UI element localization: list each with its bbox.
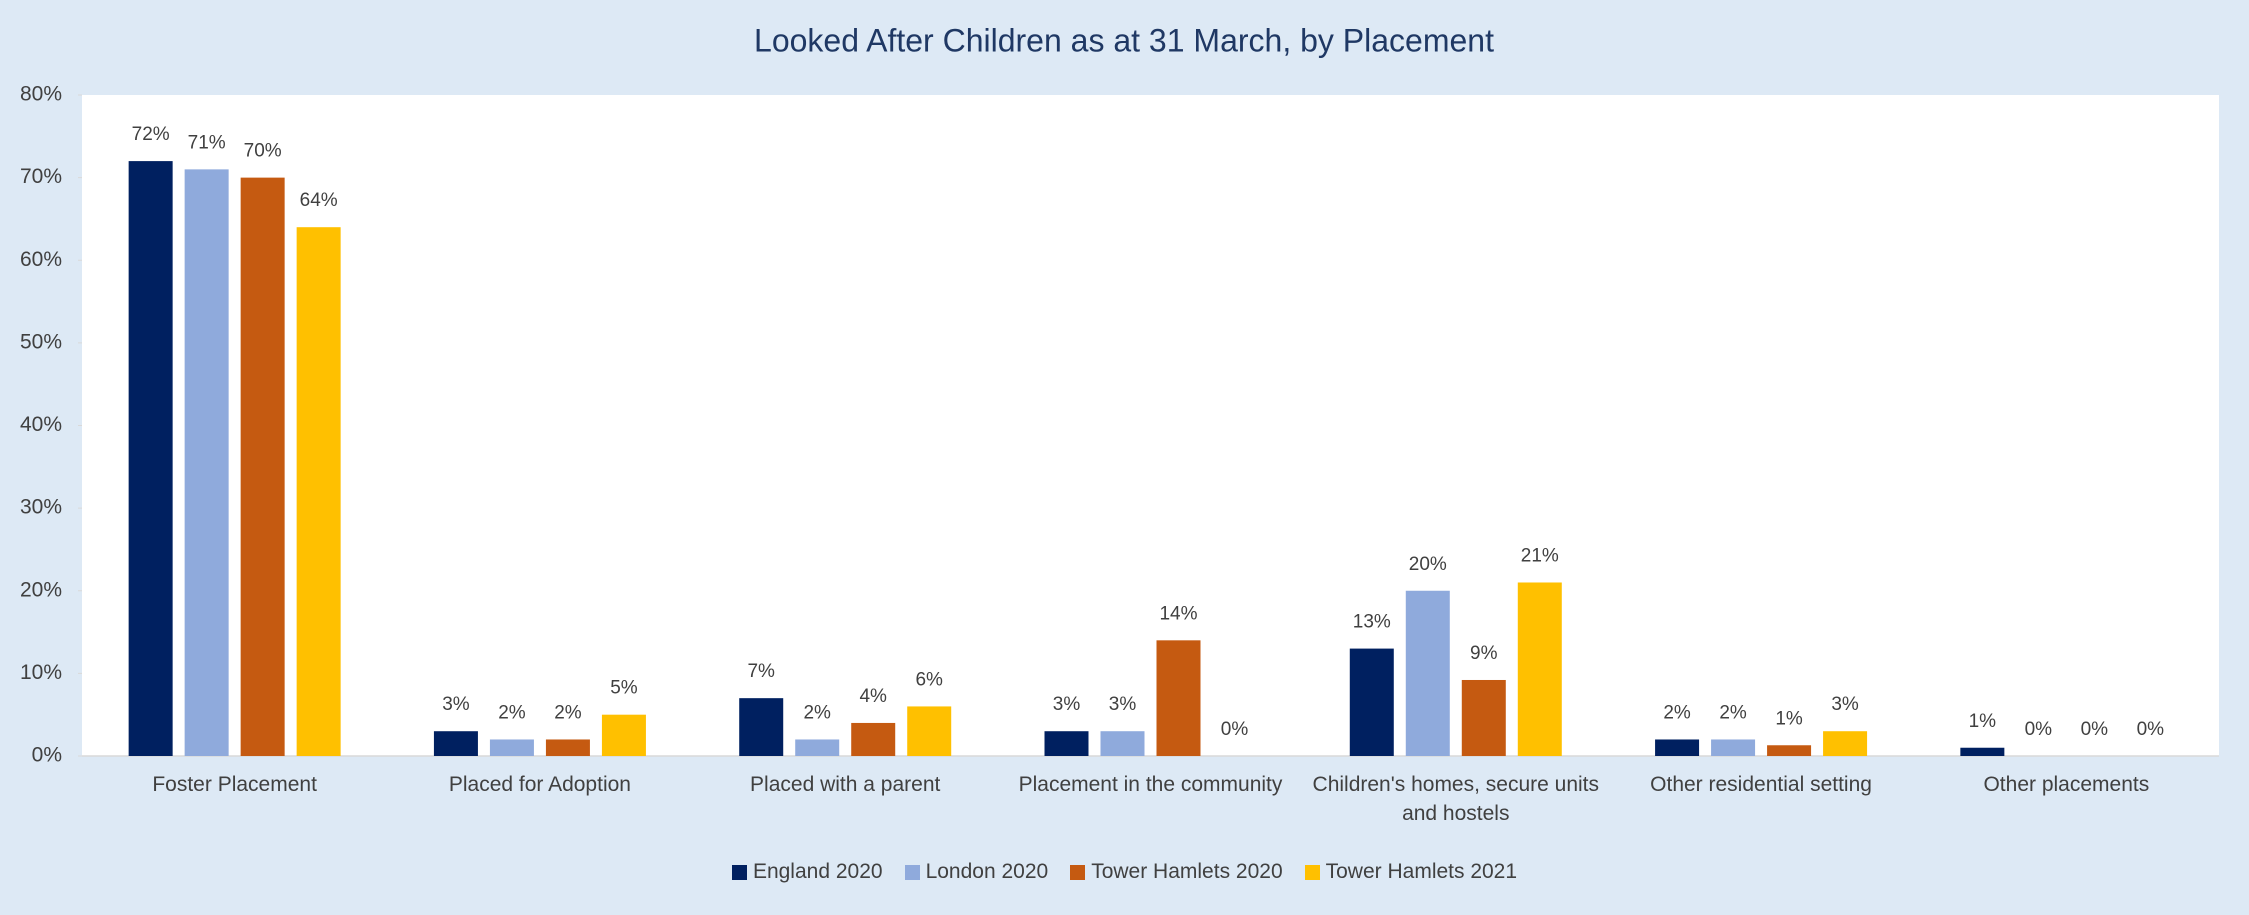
bar: [907, 706, 952, 756]
x-tick-label: Placement in the community: [1018, 773, 1283, 796]
bar: [240, 177, 285, 756]
bar: [1405, 590, 1450, 756]
bar: [601, 714, 646, 756]
x-tick-label: Foster Placement: [152, 773, 317, 796]
data-label: 0%: [2081, 719, 2109, 740]
data-label: 6%: [915, 669, 943, 690]
bar: [1349, 648, 1394, 756]
legend-swatch: [1304, 864, 1320, 880]
bar: [795, 739, 840, 756]
bar: [1823, 731, 1868, 756]
chart-title: Looked After Children as at 31 March, by…: [754, 22, 1494, 58]
data-label: 2%: [498, 702, 526, 723]
bar: [1960, 747, 2005, 756]
data-label: 0%: [2137, 719, 2165, 740]
bar: [184, 169, 229, 757]
data-label: 72%: [132, 124, 170, 145]
bar: [128, 161, 173, 757]
data-label: 0%: [1221, 719, 1249, 740]
bar: [851, 722, 896, 756]
bar: [1044, 731, 1089, 756]
legend-swatch: [904, 864, 920, 880]
x-tick-label: Other residential setting: [1650, 773, 1872, 796]
data-label: 2%: [1663, 702, 1691, 723]
data-label: 64%: [300, 190, 338, 211]
bar: [545, 739, 590, 756]
legend-item: London 2020: [904, 860, 1049, 884]
bar: [489, 739, 534, 756]
bar: [1767, 745, 1812, 756]
data-label: 2%: [1719, 702, 1747, 723]
bar: [1461, 679, 1506, 756]
legend-swatch: [1070, 864, 1086, 880]
bar: [296, 227, 341, 756]
data-label: 3%: [1831, 694, 1859, 715]
data-label: 71%: [188, 132, 226, 153]
bar: [1655, 739, 1700, 756]
data-label: 9%: [1470, 643, 1498, 664]
data-label: 14%: [1159, 603, 1197, 624]
data-label: 1%: [1969, 711, 1997, 732]
legend-label: Tower Hamlets 2021: [1325, 860, 1518, 883]
y-tick-label: 70%: [20, 165, 62, 188]
data-label: 5%: [610, 678, 638, 699]
y-tick-label: 60%: [20, 248, 62, 271]
legend-swatch: [731, 864, 747, 880]
bar: [1156, 640, 1201, 756]
legend-label: Tower Hamlets 2020: [1091, 860, 1283, 883]
legend-item: England 2020: [731, 860, 883, 884]
data-label: 4%: [859, 686, 887, 707]
bar: [433, 731, 478, 756]
data-label: 13%: [1353, 612, 1391, 633]
legend-label: London 2020: [925, 860, 1049, 883]
x-tick-label: Children's homes, secure units and hoste…: [1312, 773, 1600, 825]
data-label: 3%: [1109, 694, 1137, 715]
bar: [1711, 739, 1756, 756]
x-tick-label: Placed with a parent: [750, 773, 941, 796]
data-label: 21%: [1521, 546, 1559, 567]
bar: [1100, 731, 1145, 756]
legend: England 2020 London 2020 Tower Hamlets 202…: [0, 860, 2249, 884]
y-tick-label: 40%: [20, 413, 62, 436]
y-tick-label: 0%: [32, 744, 62, 767]
data-label: 2%: [803, 702, 831, 723]
y-tick-label: 10%: [20, 661, 62, 684]
data-label: 0%: [2025, 719, 2053, 740]
legend-item: Tower Hamlets 2021: [1304, 860, 1518, 884]
x-tick-label: Other placements: [1983, 773, 2150, 796]
legend-label: England 2020: [752, 860, 883, 883]
plot-area: [82, 95, 2219, 756]
data-label: 1%: [1775, 708, 1803, 729]
data-label: 2%: [554, 702, 582, 723]
data-label: 70%: [244, 141, 282, 162]
data-label: 20%: [1409, 554, 1447, 575]
data-label: 3%: [442, 694, 470, 715]
bar: [1517, 582, 1562, 756]
bar: [739, 698, 784, 756]
data-label: 7%: [747, 661, 775, 682]
y-tick-label: 20%: [20, 578, 62, 601]
y-tick-label: 30%: [20, 496, 62, 519]
legend-item: Tower Hamlets 2020: [1070, 860, 1283, 884]
y-tick-label: 80%: [20, 83, 62, 106]
x-tick-label: Placed for Adoption: [448, 773, 631, 796]
y-tick-label: 50%: [20, 330, 62, 353]
data-label: 3%: [1053, 694, 1081, 715]
